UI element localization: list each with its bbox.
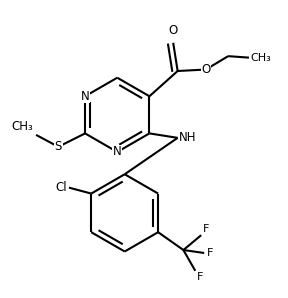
Text: F: F — [206, 248, 213, 258]
Text: Cl: Cl — [55, 181, 67, 194]
Text: S: S — [55, 140, 62, 153]
Text: NH: NH — [179, 131, 197, 144]
Text: CH₃: CH₃ — [11, 120, 33, 134]
Text: O: O — [201, 63, 211, 76]
Text: N: N — [81, 90, 90, 103]
Text: CH₃: CH₃ — [251, 53, 271, 63]
Text: N: N — [113, 145, 122, 159]
Text: O: O — [168, 24, 178, 37]
Text: F: F — [203, 224, 209, 234]
Text: F: F — [197, 272, 203, 282]
